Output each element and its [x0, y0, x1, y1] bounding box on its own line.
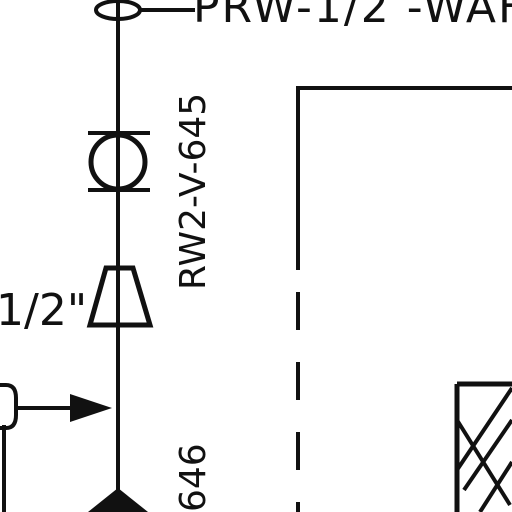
size-label: 1/2"	[0, 285, 87, 336]
valve-tag-lower: 646	[173, 443, 214, 512]
valve-tag-upper: RW2-V-645	[173, 93, 214, 290]
flow-arrow-icon	[70, 394, 112, 422]
box-diagonal-4	[455, 418, 512, 507]
box-diagonal-2	[462, 418, 512, 492]
pipe-label-top: PRW-1/2 -WAF	[193, 0, 512, 33]
reducer-icon	[86, 265, 154, 328]
filled-valve-icon	[88, 488, 148, 512]
box-diagonal-1	[455, 386, 512, 472]
box-diagonal-3	[478, 460, 512, 512]
left-branch-stub	[0, 383, 18, 430]
